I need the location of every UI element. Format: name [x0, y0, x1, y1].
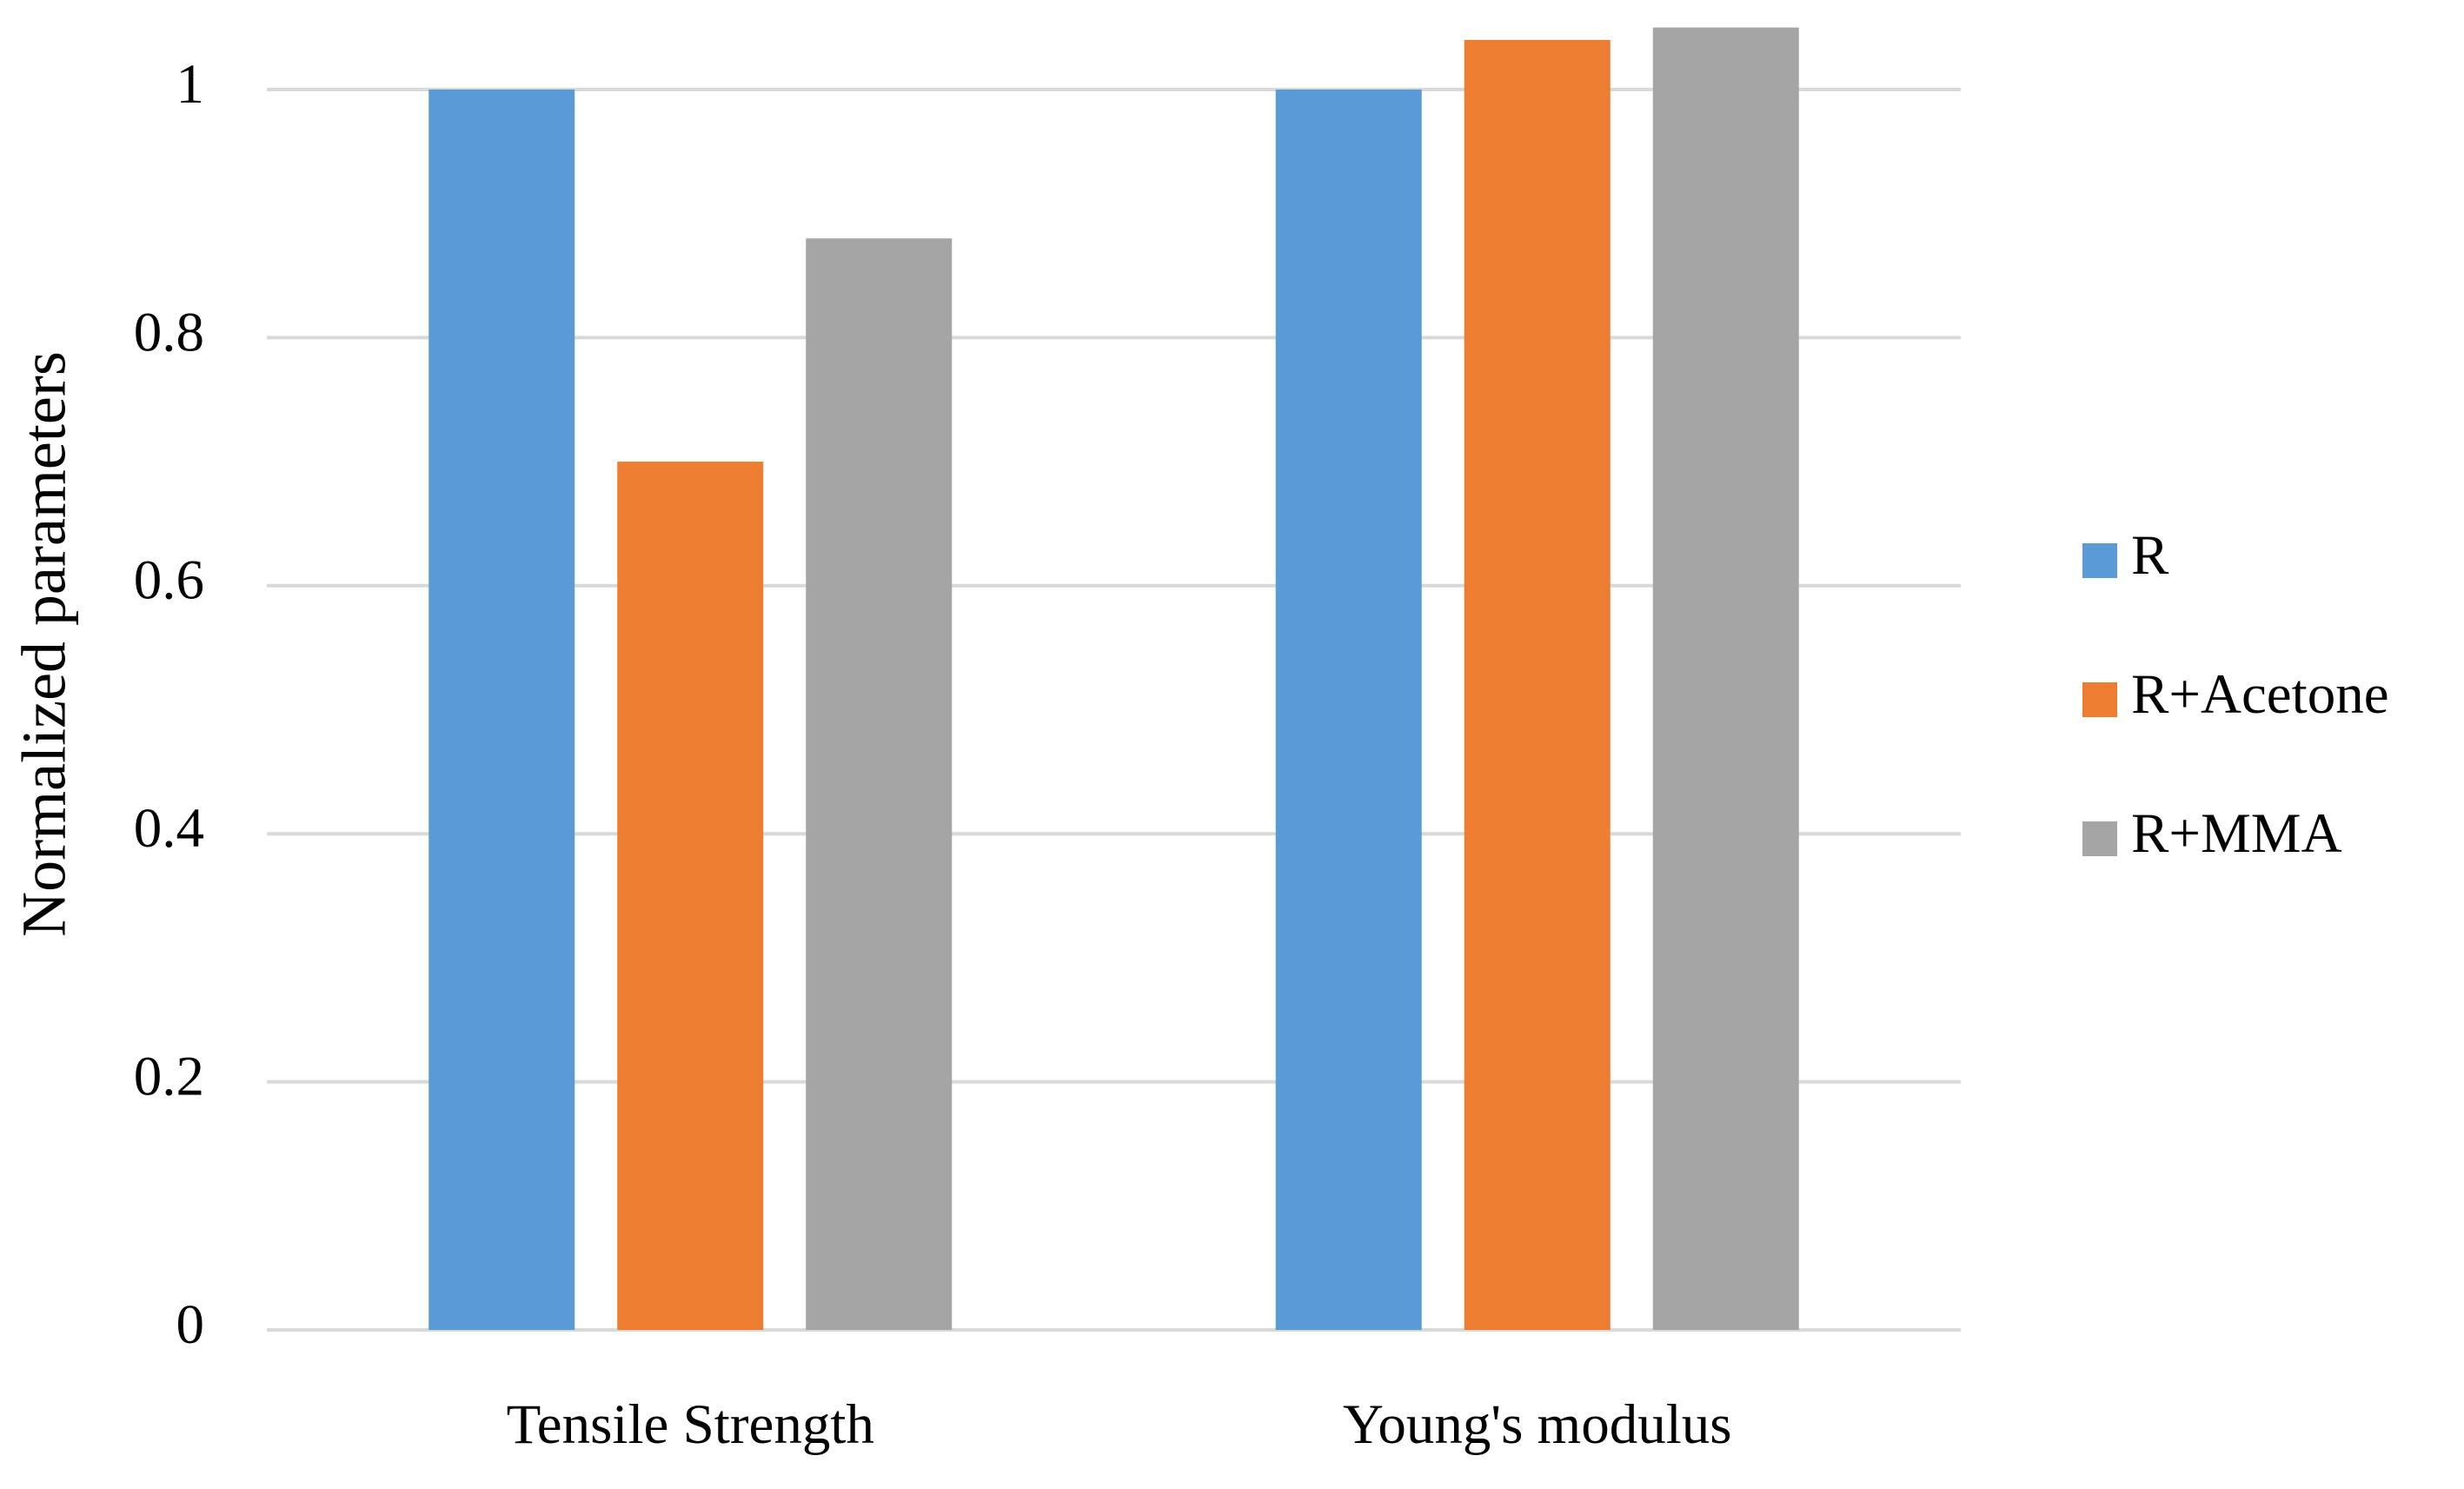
x-tick-label: Young's modulus	[1343, 1393, 1732, 1456]
y-tick-label: 0.8	[134, 301, 204, 363]
x-tick-label: Tensile Strength	[507, 1393, 874, 1456]
legend-label: R	[2131, 524, 2169, 587]
y-tick-label: 0.4	[134, 797, 204, 860]
bar	[1652, 27, 1799, 1330]
legend-label: R+Acetone	[2131, 663, 2389, 726]
bar	[617, 462, 764, 1330]
legend-swatch	[2082, 821, 2117, 856]
y-tick-label: 0	[176, 1293, 205, 1356]
y-tick-label: 0.6	[134, 549, 204, 612]
bar	[428, 90, 575, 1330]
bar	[1464, 39, 1611, 1330]
y-tick-label: 0.2	[134, 1046, 204, 1108]
legend-swatch	[2082, 543, 2117, 578]
y-tick-label: 1	[176, 53, 205, 116]
bar	[1275, 90, 1422, 1330]
legend-swatch	[2082, 682, 2117, 717]
legend-label: R+MMA	[2131, 802, 2342, 865]
bar	[806, 238, 953, 1330]
y-axis-title: Normalized parameters	[10, 351, 79, 937]
